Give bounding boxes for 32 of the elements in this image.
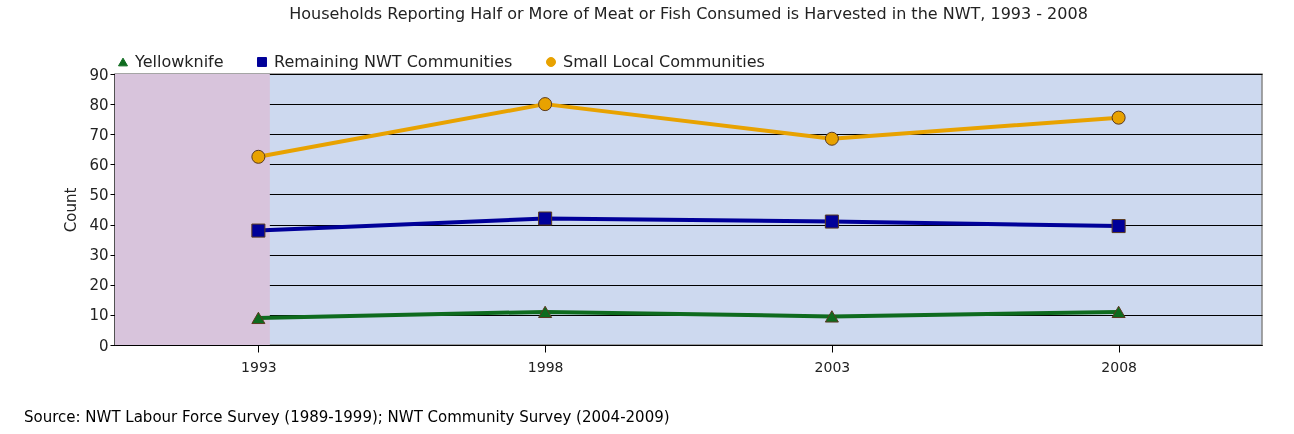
chart-title: Households Reporting Half or More of Meat or Fish Consumed is Harvested in the NWT, 1993 - 2008: [289, 4, 1088, 23]
legend-label: Remaining NWT Communities: [274, 52, 513, 71]
point: [824, 214, 839, 229]
point: [538, 305, 553, 319]
y-tick-label: 0: [98, 336, 109, 355]
y-tick-label: 20: [89, 276, 109, 295]
y-tick-label: 60: [89, 155, 109, 174]
legend-label: Small Local Communities: [563, 52, 765, 71]
x-tick-label: 1998: [527, 358, 564, 375]
point: [824, 131, 839, 146]
y-tick-label: 30: [89, 246, 109, 265]
x-tick-label: 1993: [241, 358, 277, 375]
point: [1111, 110, 1126, 125]
legend-label: Yellowknife: [134, 52, 224, 71]
y-tick-label: 80: [89, 95, 109, 114]
y-tick-label: 70: [89, 125, 109, 144]
x-tick-label: 2003: [814, 358, 851, 375]
y-tick-label: 90: [89, 65, 109, 84]
point: [251, 223, 266, 238]
y-tick-label: 40: [89, 216, 109, 235]
point: [1111, 305, 1126, 319]
source-note: Source: NWT Labour Force Survey (1989-1999); NWT Community Survey (2004-2009): [24, 408, 670, 426]
point: [251, 149, 266, 164]
y-tick-label: 10: [89, 306, 109, 325]
y-tick-label: 50: [89, 185, 109, 204]
y-axis-title: Count: [62, 187, 81, 233]
point: [538, 97, 553, 112]
point: [824, 310, 839, 323]
point: [251, 311, 266, 325]
point: [538, 211, 553, 226]
x-tick-label: 2008: [1101, 358, 1137, 375]
point: [1111, 219, 1126, 234]
